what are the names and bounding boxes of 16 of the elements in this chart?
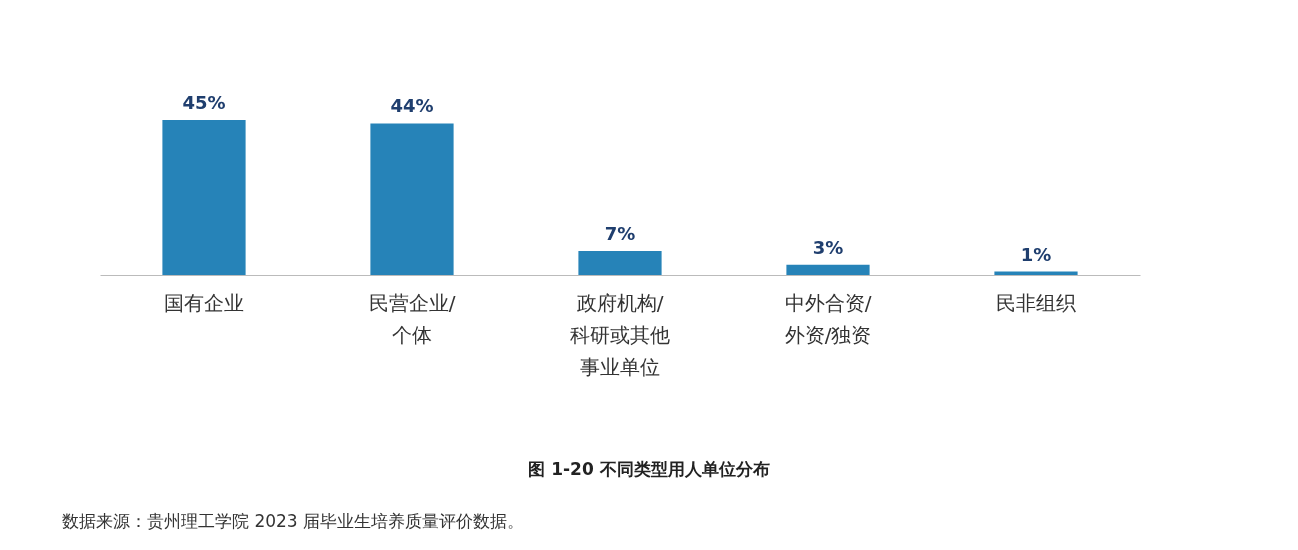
x-tick-label: 中外合资/外资/独资 bbox=[784, 290, 872, 347]
x-tick-label: 国有企业 bbox=[164, 290, 244, 315]
data-label: 3% bbox=[812, 236, 844, 258]
x-tick-label: 民营企业/个体 bbox=[368, 290, 456, 347]
data-label: 7% bbox=[604, 222, 636, 244]
bar bbox=[370, 123, 454, 275]
bar bbox=[578, 250, 662, 275]
bar bbox=[162, 120, 246, 275]
data-label: 45% bbox=[182, 92, 226, 113]
x-tick-label: 政府机构/科研或其他事业单位 bbox=[570, 290, 670, 379]
data-label: 1% bbox=[1020, 243, 1052, 265]
data-label: 44% bbox=[390, 95, 434, 117]
source-note: 数据来源：贵州理工学院 2023 届毕业生培养质量评价数据。 bbox=[62, 510, 525, 533]
x-tick-label: 民非组织 bbox=[996, 290, 1076, 315]
text: 图 1-20 不同类型用人单位分布 bbox=[527, 458, 771, 481]
bar bbox=[786, 264, 870, 275]
